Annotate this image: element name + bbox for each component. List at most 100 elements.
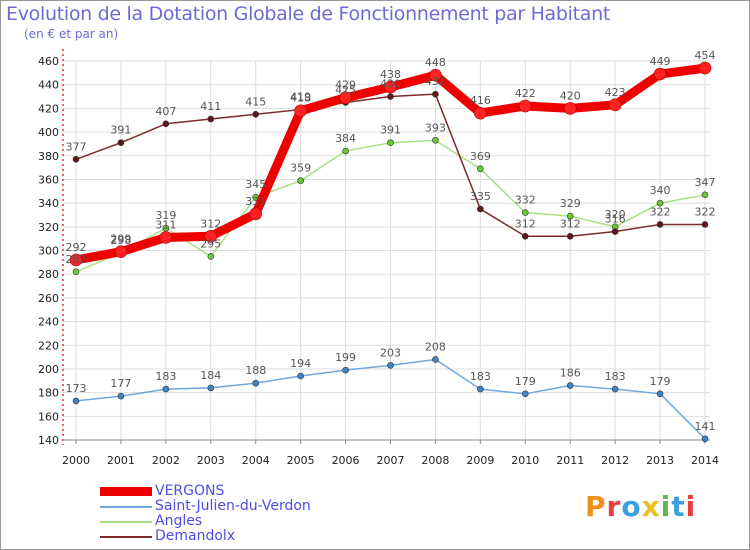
data-point: [384, 80, 397, 94]
data-label: 184: [200, 369, 221, 382]
data-point: [521, 232, 529, 240]
data-point: [656, 390, 664, 398]
logo-letter: i: [660, 490, 672, 523]
data-label: 282: [66, 253, 87, 266]
legend-swatch: [100, 487, 152, 496]
legend-label: Demandolx: [155, 528, 236, 544]
y-tick-label: 360: [38, 173, 59, 186]
logo-letter: t: [671, 490, 686, 523]
data-label: 347: [695, 176, 716, 189]
data-point: [339, 91, 352, 105]
data-label: 208: [425, 340, 446, 353]
data-point: [69, 253, 83, 267]
data-point: [207, 384, 215, 392]
y-tick-label: 180: [38, 387, 59, 400]
legend-label: Angles: [155, 513, 203, 529]
data-point: [162, 120, 170, 128]
data-label: 332: [515, 194, 536, 207]
data-label: 188: [245, 364, 266, 377]
data-point: [566, 212, 574, 220]
y-tick-label: 440: [38, 79, 59, 92]
data-point: [701, 221, 709, 228]
data-point: [162, 385, 170, 393]
x-tick-label: 2000: [62, 454, 90, 467]
data-label: 430: [380, 78, 401, 91]
chart-title: Evolution de la Dotation Globale de Fonc…: [6, 3, 611, 25]
data-label: 311: [155, 218, 176, 231]
data-label: 335: [470, 190, 491, 203]
data-point: [563, 102, 577, 115]
x-tick-label: 2001: [107, 454, 135, 467]
data-label: 369: [470, 150, 491, 163]
data-point: [294, 104, 307, 118]
data-point: [252, 110, 260, 118]
chart-subtitle: (en € et par an): [24, 27, 119, 41]
legend-swatch: [100, 536, 152, 538]
data-point: [521, 390, 529, 398]
logo-letter: r: [606, 490, 622, 523]
x-tick-label: 2012: [601, 454, 629, 467]
logo-letter: o: [621, 490, 642, 523]
data-point: [698, 61, 712, 75]
data-label: 416: [470, 94, 491, 107]
legend-label: VERGONS: [155, 483, 225, 499]
data-point: [387, 139, 394, 147]
x-tick-label: 2005: [287, 454, 315, 467]
data-point: [477, 165, 484, 173]
x-tick-label: 2002: [152, 454, 180, 467]
data-label: 391: [110, 124, 131, 137]
data-point: [521, 209, 529, 216]
data-label: 438: [380, 68, 401, 81]
data-point: [611, 385, 619, 393]
data-label: 322: [650, 205, 671, 218]
data-label: 432: [425, 75, 446, 88]
data-label: 340: [650, 184, 671, 197]
data-label: 173: [66, 382, 87, 395]
data-point: [566, 232, 574, 240]
proxiti-logo: Proxiti: [585, 490, 696, 523]
data-point: [162, 224, 170, 232]
data-label: 312: [560, 217, 581, 230]
data-label: 423: [605, 86, 626, 99]
data-point: [432, 356, 439, 363]
y-tick-label: 200: [38, 363, 59, 376]
label-layer: 292 299 311 312 331 418 429 438 448 416 422 420 423 4…: [66, 49, 716, 433]
data-label: 415: [245, 95, 266, 108]
axis-layer: 140 160 180 200 220 240 260 280 300 320 340 360 380 4…: [38, 49, 719, 467]
data-point: [432, 137, 439, 144]
data-label: 359: [290, 162, 311, 175]
data-label: 312: [200, 217, 221, 230]
data-label: 183: [605, 370, 626, 383]
data-point: [656, 221, 664, 228]
data-label: 203: [380, 346, 401, 359]
data-label: 186: [560, 367, 581, 380]
x-tick-label: 2004: [242, 454, 270, 467]
data-label: 319: [155, 209, 176, 222]
y-tick-label: 340: [38, 197, 59, 210]
data-point: [297, 372, 304, 380]
data-label: 331: [245, 195, 266, 208]
data-label: 312: [515, 217, 536, 230]
y-tick-label: 140: [38, 434, 59, 447]
data-label: 316: [605, 213, 626, 226]
data-label: 179: [650, 375, 671, 388]
data-point: [518, 99, 532, 113]
data-label: 292: [66, 241, 87, 254]
data-point: [114, 245, 128, 258]
data-point: [432, 90, 439, 98]
data-label: 183: [155, 370, 176, 383]
data-point: [297, 177, 304, 184]
data-point: [72, 397, 80, 405]
data-label: 322: [695, 205, 716, 218]
series-layer: [69, 61, 712, 443]
y-tick-label: 400: [38, 126, 59, 139]
data-point: [159, 231, 173, 244]
y-tick-label: 240: [38, 316, 59, 329]
data-point: [429, 68, 442, 82]
x-tick-label: 2006: [332, 454, 360, 467]
data-label: 377: [66, 140, 87, 153]
data-label: 329: [560, 197, 581, 210]
data-label: 425: [335, 83, 356, 96]
data-point: [701, 435, 709, 443]
legend-swatch: [100, 506, 152, 508]
